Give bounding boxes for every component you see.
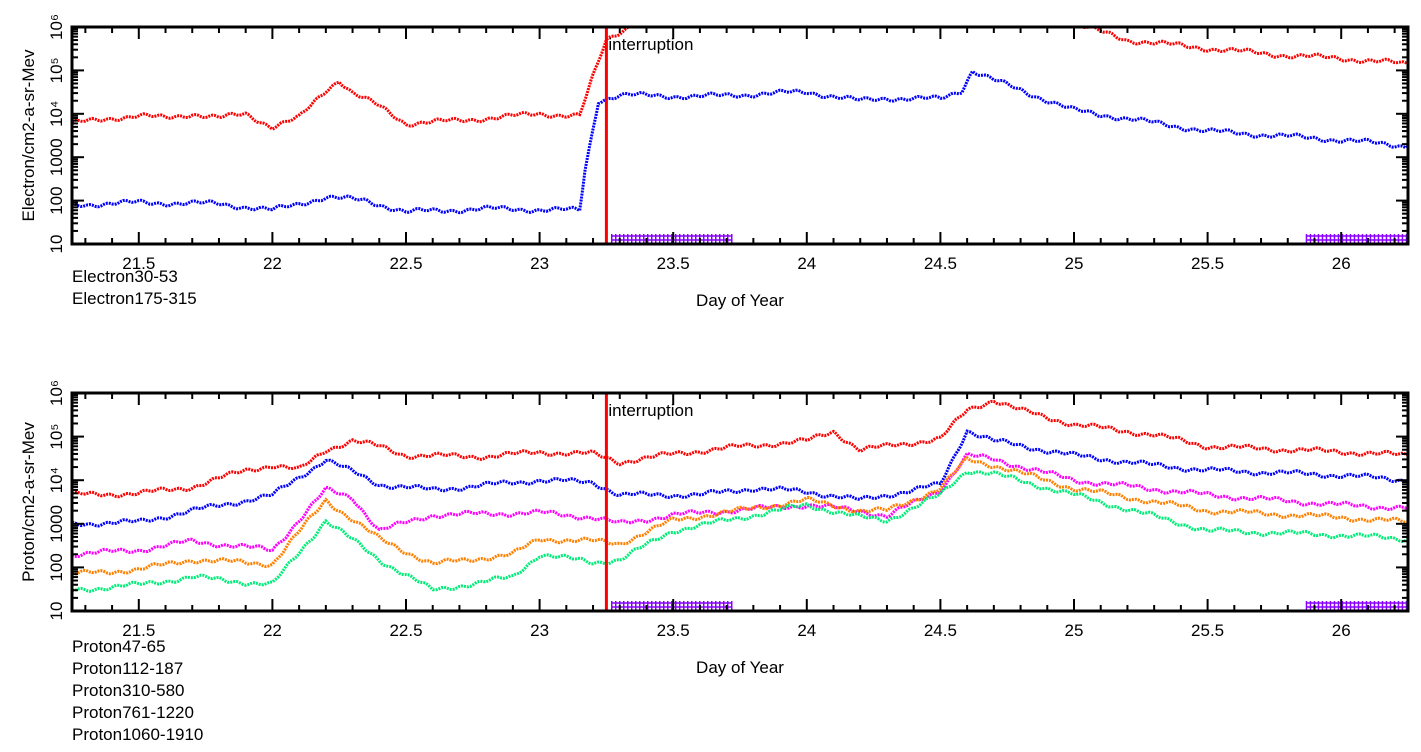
series-electron175-315 bbox=[72, 69, 1408, 215]
y-tick-label: 1000 bbox=[47, 505, 66, 543]
x-tick-label: 23.5 bbox=[657, 621, 690, 640]
legend-proton761-1220: Proton761-1220 bbox=[72, 703, 194, 722]
x-tick-label: 23 bbox=[530, 254, 549, 273]
series-proton112-187 bbox=[72, 429, 1408, 528]
x-tick-label: 24 bbox=[797, 621, 816, 640]
y-tick-label: 10⁴ bbox=[47, 101, 66, 127]
plot-frame bbox=[70, 391, 1410, 613]
legend-proton1060-1910: Proton1060-1910 bbox=[72, 725, 203, 744]
x-tick-label: 24.5 bbox=[924, 621, 957, 640]
legend-electron30-53: Electron30-53 bbox=[72, 267, 178, 286]
y-tick-label: 10 bbox=[47, 602, 66, 621]
y-axis-title: Proton/cm2-a-sr-Mev bbox=[19, 422, 38, 582]
x-tick-label: 25.5 bbox=[1191, 621, 1224, 640]
x-tick-label: 25.5 bbox=[1191, 254, 1224, 273]
x-tick-label: 22 bbox=[263, 621, 282, 640]
x-tick-label: 21.5 bbox=[122, 621, 155, 640]
data-gap-marker bbox=[610, 234, 733, 243]
series-proton1060-1910 bbox=[72, 470, 1408, 593]
series-proton761-1220 bbox=[72, 455, 1408, 576]
y-tick-label: 10⁵ bbox=[47, 57, 66, 83]
x-tick-label: 22 bbox=[263, 254, 282, 273]
x-tick-label: 22.5 bbox=[389, 621, 422, 640]
x-axis-title: Day of Year bbox=[696, 291, 784, 310]
data-gap-marker bbox=[1305, 234, 1408, 243]
x-tick-label: 21.5 bbox=[122, 254, 155, 273]
x-tick-label: 24.5 bbox=[924, 254, 957, 273]
x-tick-label: 24 bbox=[797, 254, 816, 273]
y-tick-label: 1000 bbox=[47, 138, 66, 176]
y-axis-title: Electron/cm2-a-sr-Mev bbox=[19, 49, 38, 221]
y-tick-label: 10⁴ bbox=[47, 467, 66, 493]
series-proton47-65 bbox=[72, 399, 1408, 499]
x-axis-title: Day of Year bbox=[696, 658, 784, 677]
y-tick-label: 10 bbox=[47, 235, 66, 254]
series-electron30-53 bbox=[72, 27, 1408, 131]
x-tick-label: 25 bbox=[1065, 254, 1084, 273]
y-tick-label: 10⁵ bbox=[47, 424, 66, 450]
data-gap-marker bbox=[1305, 601, 1408, 610]
legend-proton47-65: Proton47-65 bbox=[72, 637, 166, 656]
plot-frame bbox=[70, 25, 1410, 246]
legend-proton310-580: Proton310-580 bbox=[72, 681, 184, 700]
interruption-label: interruption bbox=[608, 35, 693, 54]
y-tick-label: 100 bbox=[47, 553, 66, 581]
x-tick-label: 22.5 bbox=[389, 254, 422, 273]
interruption-label: interruption bbox=[608, 401, 693, 420]
y-tick-label: 10⁶ bbox=[47, 14, 66, 40]
x-tick-label: 26 bbox=[1332, 254, 1351, 273]
electron-plot: Electron30-53 Electron175-315 interruption… bbox=[19, 14, 1410, 310]
x-tick-label: 23.5 bbox=[657, 254, 690, 273]
proton-plot: Proton47-65 Proton112-187 Proton310-580 Pro… bbox=[19, 380, 1410, 744]
legend-proton112-187: Proton112-187 bbox=[72, 659, 183, 678]
x-tick-label: 26 bbox=[1332, 621, 1351, 640]
y-tick-label: 100 bbox=[47, 186, 66, 214]
y-tick-label: 10⁶ bbox=[47, 380, 66, 406]
x-tick-label: 23 bbox=[530, 621, 549, 640]
series-proton310-580 bbox=[72, 451, 1408, 559]
x-tick-label: 25 bbox=[1065, 621, 1084, 640]
legend-electron175-315: Electron175-315 bbox=[72, 289, 197, 308]
data-gap-marker bbox=[610, 601, 733, 610]
